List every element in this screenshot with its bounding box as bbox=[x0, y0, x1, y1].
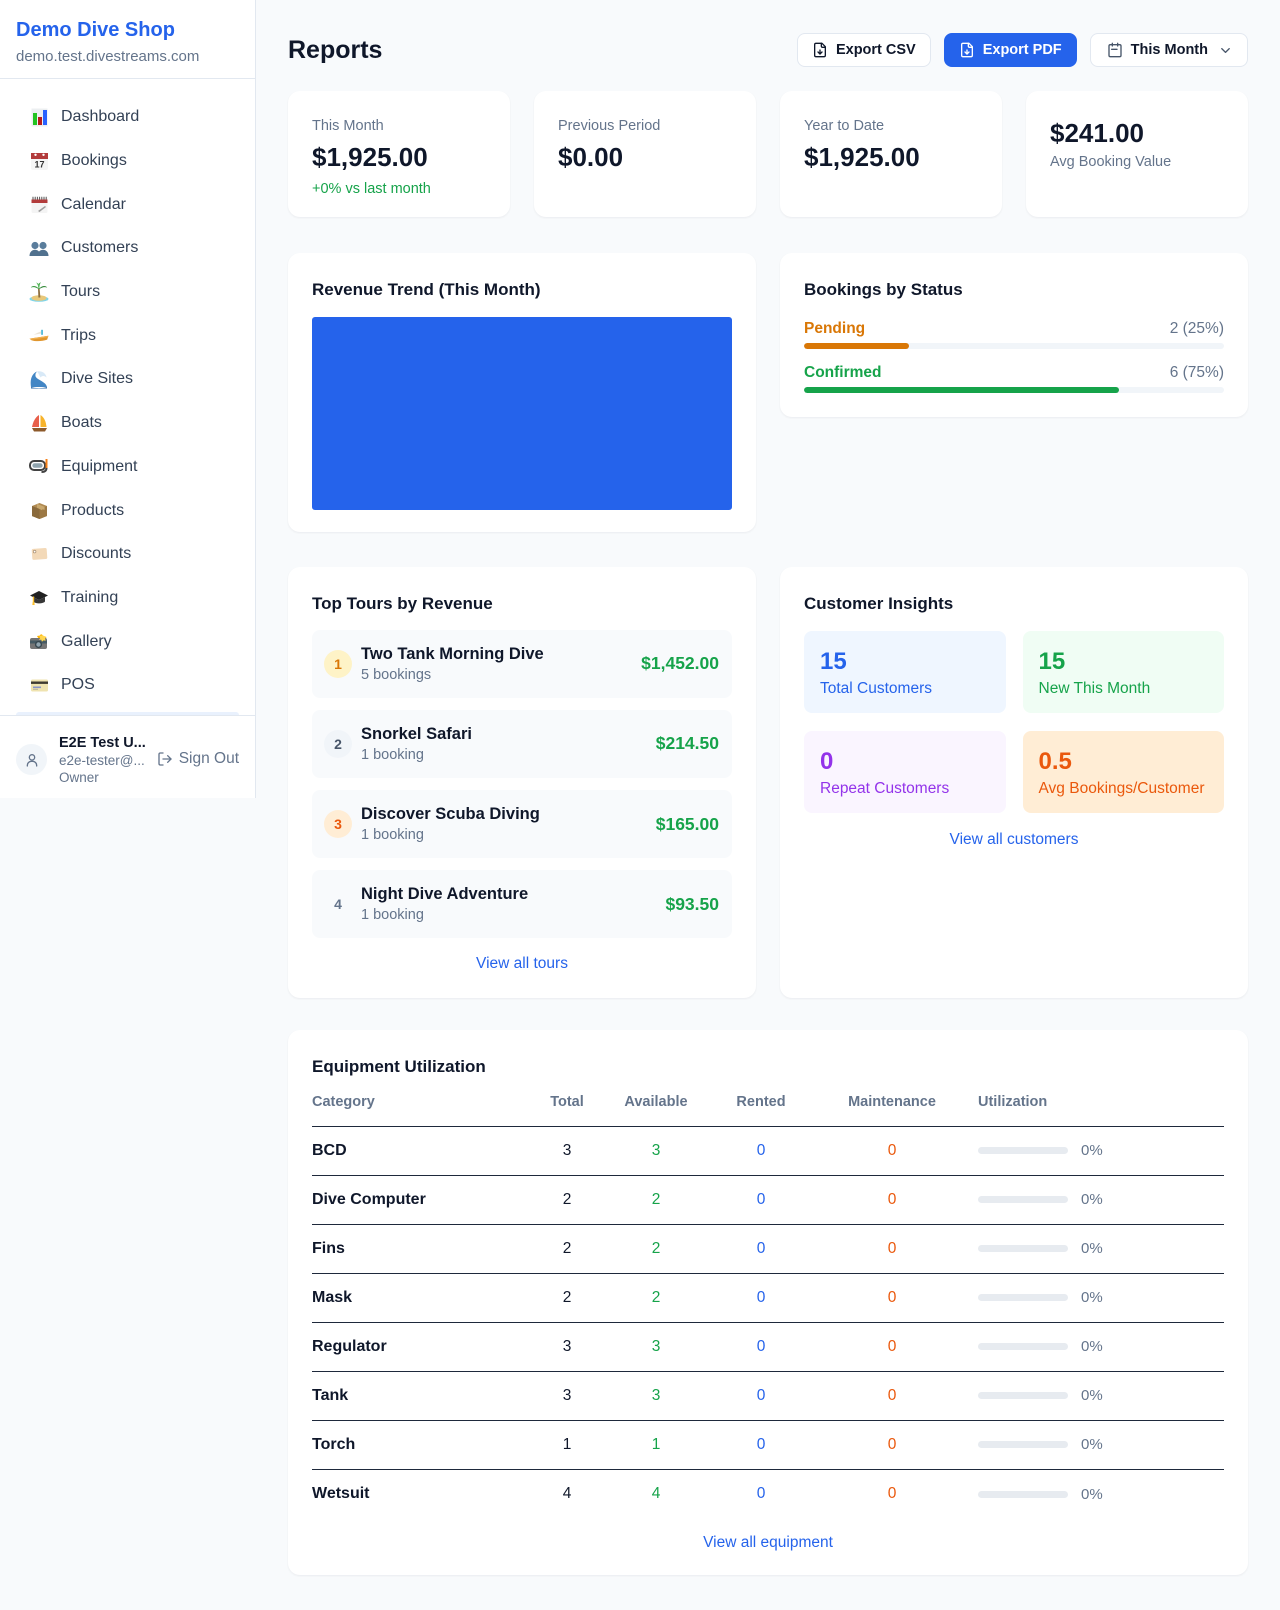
svg-text:17: 17 bbox=[34, 159, 44, 169]
